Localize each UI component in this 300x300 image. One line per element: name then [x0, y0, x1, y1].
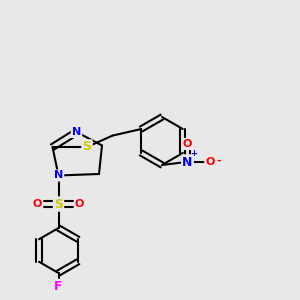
- Text: O: O: [33, 199, 42, 209]
- Text: S: S: [54, 197, 63, 211]
- Text: S: S: [82, 140, 91, 154]
- Text: N: N: [182, 155, 193, 169]
- Text: N: N: [54, 170, 63, 181]
- Text: O: O: [75, 199, 84, 209]
- Text: +: +: [190, 149, 198, 158]
- Text: -: -: [216, 155, 221, 166]
- Text: O: O: [183, 139, 192, 149]
- Text: F: F: [54, 280, 63, 293]
- Text: O: O: [205, 157, 215, 167]
- Text: N: N: [72, 127, 81, 137]
